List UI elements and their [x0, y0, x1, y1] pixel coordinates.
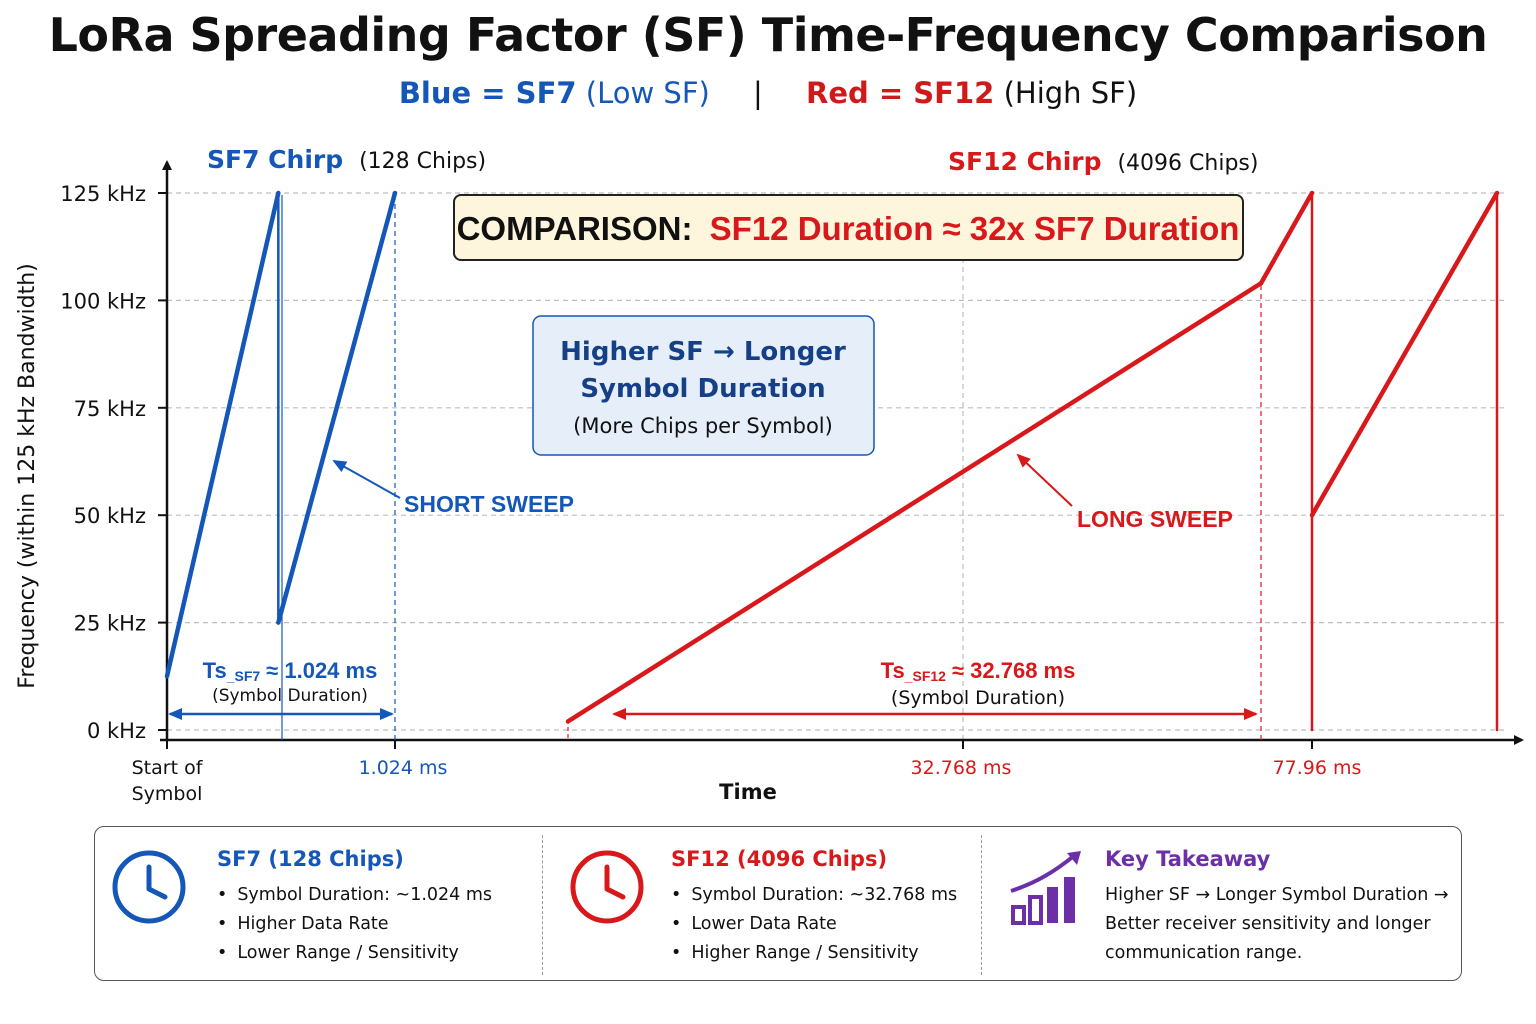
chirp-segment — [565, 280, 1264, 724]
clock-icon — [570, 850, 644, 924]
takeaway-text: Higher SF → Longer Symbol Duration → Bet… — [1105, 885, 1449, 963]
info-box — [532, 315, 875, 456]
list-item: Symbol Duration: ~32.768 ms — [671, 881, 957, 910]
list-item: Lower Range / Sensitivity — [217, 939, 492, 968]
page-title: LoRa Spreading Factor (SF) Time-Frequenc… — [48, 8, 1488, 62]
x-tick-label: 1.024 ms — [359, 757, 448, 779]
ts-sf7-sub: _SF7 — [226, 668, 261, 684]
list-item: Lower Data Rate — [671, 910, 957, 939]
x-axis-ticks: Start of Symbol 1.024 ms 32.768 ms 77.96 ms — [132, 740, 1362, 805]
sf7-chirp-label: SF7 Chirp (128 Chips) — [207, 145, 486, 174]
sf12-summary: SF12 (4096 Chips) Symbol Duration: ~32.7… — [555, 827, 975, 982]
x-tick-label: Symbol — [132, 783, 203, 805]
sf7-summary-heading: SF7 (128 Chips) — [217, 847, 404, 871]
list-item: Symbol Duration: ~1.024 ms — [217, 881, 492, 910]
long-sweep-arrow — [1016, 453, 1073, 507]
comparison-prefix: COMPARISON: — [457, 210, 693, 247]
comparison-statement: SF12 Duration ≈ 32x SF7 Duration — [710, 210, 1240, 247]
ts-sf7-main: Ts — [203, 658, 227, 683]
legend-line: Blue = SF7 (Low SF) | Red = SF12 (High S… — [0, 76, 1536, 110]
sf7-summary-list: Symbol Duration: ~1.024 ms Higher Data R… — [217, 881, 492, 968]
y-tick-label: 75 kHz — [74, 397, 146, 421]
chirp-segment — [164, 190, 281, 679]
ts-sf7-caption: (Symbol Duration) — [212, 686, 368, 706]
y-tick-label: 25 kHz — [74, 612, 146, 636]
y-tick-label: 100 kHz — [60, 289, 146, 313]
sf12-summary-heading: SF12 (4096 Chips) — [671, 847, 888, 871]
info-box-line2: Symbol Duration — [580, 374, 825, 404]
ts-sf12-sub: _SF12 — [904, 668, 946, 684]
sf12-chirp-label: SF12 Chirp (4096 Chips) — [948, 147, 1258, 176]
info-panel: SF7 (128 Chips) Symbol Duration: ~1.024 … — [94, 826, 1462, 981]
series-sf12 — [565, 190, 1500, 732]
sf12-summary-list: Symbol Duration: ~32.768 ms Lower Data R… — [671, 881, 957, 968]
sf7-summary: SF7 (128 Chips) Symbol Duration: ~1.024 … — [95, 827, 541, 982]
info-box-line1: Higher SF → Longer — [560, 337, 846, 367]
short-sweep-arrow — [332, 460, 401, 499]
legend-separator: | — [753, 76, 763, 110]
sf12-chirp-title: SF12 Chirp — [948, 147, 1102, 176]
legend-blue-note: (Low SF) — [585, 76, 710, 110]
time-frequency-chart: 0 kHz 25 kHz 50 kHz 75 kHz 100 kHz 125 kHz Fr… — [15, 145, 1524, 805]
takeaway-heading: Key Takeaway — [1105, 847, 1271, 871]
y-tick-label: 50 kHz — [74, 504, 146, 528]
ts-sf12-value: ≈ 32.768 ms — [952, 658, 1075, 683]
list-item: Higher Data Rate — [217, 910, 492, 939]
long-sweep-label: LONG SWEEP — [1077, 506, 1233, 532]
x-axis-label: Time — [719, 780, 777, 804]
comparison-box — [453, 194, 1244, 261]
x-tick-label: 32.768 ms — [911, 757, 1012, 779]
y-axis-label: Frequency (within 125 kHz Bandwidth) — [15, 263, 40, 688]
ts-sf12-label: Ts_SF12 ≈ 32.768 ms — [881, 658, 1076, 684]
series-layer — [164, 190, 1500, 732]
legend-red-note: (High SF) — [1003, 76, 1138, 110]
y-tick-label: 125 kHz — [60, 182, 146, 206]
key-takeaway: Key Takeaway Higher SF → Longer Symbol D… — [995, 827, 1461, 982]
legend-blue: Blue = SF7 — [398, 76, 577, 110]
sf12-chirp-chips: (4096 Chips) — [1117, 151, 1258, 176]
ts-sf12-main: Ts — [881, 658, 905, 683]
ts-sf7-value: ≈ 1.024 ms — [266, 658, 377, 683]
x-tick-label: Start of — [132, 757, 204, 779]
series-sf7 — [164, 190, 398, 679]
bar-chart-growth-icon — [1010, 851, 1081, 925]
ts-sf12-caption: (Symbol Duration) — [891, 687, 1065, 709]
short-sweep-label: SHORT SWEEP — [404, 491, 574, 517]
y-axis-ticks: 0 kHz 25 kHz 50 kHz 75 kHz 100 kHz 125 kHz — [60, 182, 167, 743]
sf7-chirp-chips: (128 Chips) — [359, 149, 486, 174]
info-box-line3: (More Chips per Symbol) — [573, 414, 833, 438]
chirp-segment — [276, 190, 398, 625]
sf7-chirp-title: SF7 Chirp — [207, 145, 343, 174]
chirp-segment — [1309, 190, 1500, 518]
clock-icon — [112, 850, 186, 924]
panel-divider — [542, 835, 543, 975]
chirp-segment — [1258, 190, 1315, 286]
y-tick-label: 0 kHz — [87, 719, 146, 743]
panel-divider — [981, 835, 982, 975]
ts-sf7-label: Ts_SF7 ≈ 1.024 ms — [203, 658, 378, 684]
legend-red: Red = SF12 — [806, 76, 995, 110]
list-item: Higher Range / Sensitivity — [671, 939, 957, 968]
x-tick-label: 77.96 ms — [1273, 757, 1362, 779]
comparison-text: COMPARISON: SF12 Duration ≈ 32x SF7 Dura… — [457, 210, 1240, 247]
